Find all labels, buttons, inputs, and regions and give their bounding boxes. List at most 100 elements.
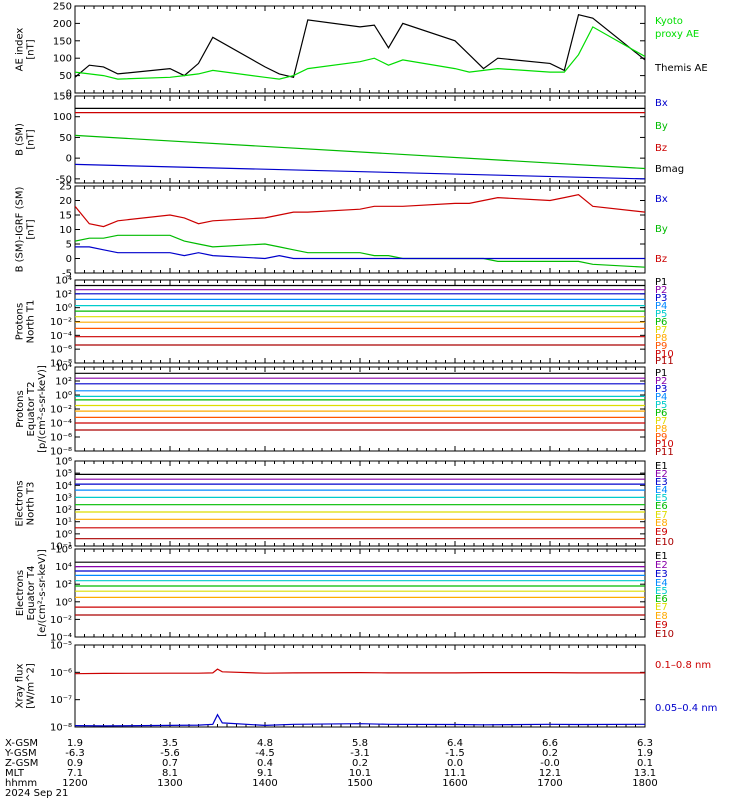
y-tick-label: 10⁻⁶ — [50, 345, 72, 356]
y-tick-label: 10⁻⁵ — [50, 641, 72, 652]
footer-row-label: X-GSM — [5, 738, 38, 749]
y-axis-label: Electrons — [15, 480, 26, 526]
panel-frame — [74, 460, 646, 547]
y-tick-label: 10⁴ — [55, 363, 72, 374]
y-axis-label: Electrons — [15, 570, 26, 616]
legend-entry: P5 — [655, 400, 667, 411]
legend-entry: Kyoto — [655, 16, 683, 27]
y-tick-label: 10⁵ — [55, 469, 72, 480]
y-tick-label: 10⁰ — [55, 391, 72, 402]
legend-entry: E2 — [655, 560, 668, 571]
series-short — [75, 713, 645, 727]
y-tick-label: 250 — [53, 2, 72, 13]
y-tick-label: 10³ — [55, 493, 72, 504]
legend-entry: P7 — [655, 325, 667, 336]
y-tick-label: 10⁴ — [55, 562, 72, 573]
legend-entry: P6 — [655, 408, 667, 419]
y-tick-label: 10⁻⁸ — [50, 447, 72, 458]
footer-value: 1400 — [252, 778, 277, 789]
y-tick-label: 10¹ — [55, 517, 72, 528]
footer-row-label: hhmm — [5, 778, 37, 789]
footer-value: 0.7 — [162, 758, 178, 769]
legend-entry: P5 — [655, 309, 667, 320]
panel-frame — [74, 644, 646, 728]
legend-entry: E3 — [655, 477, 668, 488]
legend-entry: P8 — [655, 424, 667, 435]
y-tick-label: 10² — [55, 377, 72, 388]
footer-value: 0.0 — [447, 758, 463, 769]
panel-protons_t1: 10⁴ 10² 10⁰ 10⁻² 10⁻⁴ 10⁻⁶ 10⁻⁸ Protons North T1… — [15, 276, 674, 370]
y-axis-label: AE index — [15, 28, 26, 72]
footer-value: 11.1 — [444, 768, 466, 779]
legend-entry: Bz — [655, 254, 667, 265]
footer-value: -5.6 — [160, 748, 180, 759]
footer-value: 0.4 — [257, 758, 273, 769]
legend-entry: P10 — [655, 349, 674, 360]
legend-entry: E5 — [655, 493, 668, 504]
legend-entry: P11 — [655, 447, 674, 458]
legend-entry: Bz — [655, 143, 667, 154]
legend-entry: P3 — [655, 293, 667, 304]
legend-entry: E1 — [655, 461, 668, 472]
legend-entry: Themis AE — [654, 63, 708, 74]
y-tick-label: 50 — [59, 71, 72, 82]
footer-value: 6.4 — [447, 738, 463, 749]
y-tick-label: 10 — [59, 225, 72, 236]
footer-value: 1200 — [62, 778, 87, 789]
legend-entry: E3 — [655, 569, 668, 580]
footer-value: 1.9 — [637, 748, 653, 759]
panel-protons_t2: 10⁴ 10² 10⁰ 10⁻² 10⁻⁴ 10⁻⁶ 10⁻⁸ Protons Equator … — [15, 363, 674, 459]
footer-value: 0.2 — [542, 748, 558, 759]
legend-entry: P9 — [655, 341, 667, 352]
legend-entry: P6 — [655, 317, 667, 328]
legend-entry: P2 — [655, 285, 667, 296]
y-tick-label: 10⁻⁸ — [50, 723, 72, 734]
y-tick-label: -5 — [62, 269, 72, 280]
legend-entry: E10 — [655, 629, 674, 640]
footer-value: 6.6 — [542, 738, 558, 749]
legend-entry: P1 — [655, 277, 667, 288]
y-tick-label: 150 — [53, 36, 72, 47]
footer-value: 0.9 — [67, 758, 83, 769]
y-axis-label: Protons — [15, 390, 26, 427]
panel-electrons_t4: 10⁶ 10⁴ 10² 10⁰ 10⁻² 10⁻⁴ Electrons Equator T4[… — [15, 545, 674, 644]
y-tick-label: 10⁰ — [55, 303, 72, 314]
panel-b_igrf: -5 0 5 10 15 20 25 B (SM)-IGRF (SM) [nT] Bx By Bz — [15, 182, 668, 280]
footer-value: -3.1 — [350, 748, 370, 759]
y-tick-label: 20 — [59, 196, 72, 207]
y-tick-label: 10⁻⁴ — [50, 419, 72, 430]
y-tick-label: 10⁻⁷ — [50, 695, 72, 706]
y-axis-label: North T1 — [26, 300, 37, 344]
y-tick-label: 5 — [66, 240, 72, 251]
y-tick-label: 10⁰ — [55, 529, 72, 540]
legend-entry: P4 — [655, 392, 667, 403]
legend-entry: Bmag — [655, 164, 684, 175]
legend-entry: P2 — [655, 376, 667, 387]
y-axis-label: Xray flux — [15, 664, 26, 709]
y-tick-label: 10⁻² — [50, 317, 72, 328]
footer-value: -6.3 — [65, 748, 85, 759]
y-axis-label: [e/(cm²-s-sr-keV)] — [37, 549, 48, 637]
legend-entry: E8 — [655, 611, 668, 622]
panel-ae: 0 50 100 150 200 250 AE index [nT] Kyoto proxy AE… — [15, 2, 708, 100]
y-tick-label: 50 — [59, 133, 72, 144]
footer-value: 1300 — [157, 778, 182, 789]
footer-value: 5.8 — [352, 738, 368, 749]
y-tick-label: 10⁻² — [50, 405, 72, 416]
panel-b_sm: -50 0 50 100 150 B (SM) [nT] Bx By Bz Bmag — [15, 92, 685, 186]
series-by — [75, 134, 645, 170]
footer-value: 0.1 — [637, 758, 653, 769]
footer-value: 9.1 — [257, 768, 273, 779]
footer-value: 1700 — [537, 778, 562, 789]
panel-frame — [74, 5, 646, 94]
legend-entry: By — [655, 121, 668, 132]
y-axis-label: [nT] — [26, 39, 37, 59]
legend-entry: proxy AE — [655, 29, 699, 40]
panel-frame — [74, 95, 646, 184]
footer-value: 1.9 — [67, 738, 83, 749]
y-tick-label: 0 — [66, 254, 72, 265]
legend-entry: P7 — [655, 416, 667, 427]
series-by — [75, 234, 645, 268]
y-axis-label: [nT] — [26, 219, 37, 239]
